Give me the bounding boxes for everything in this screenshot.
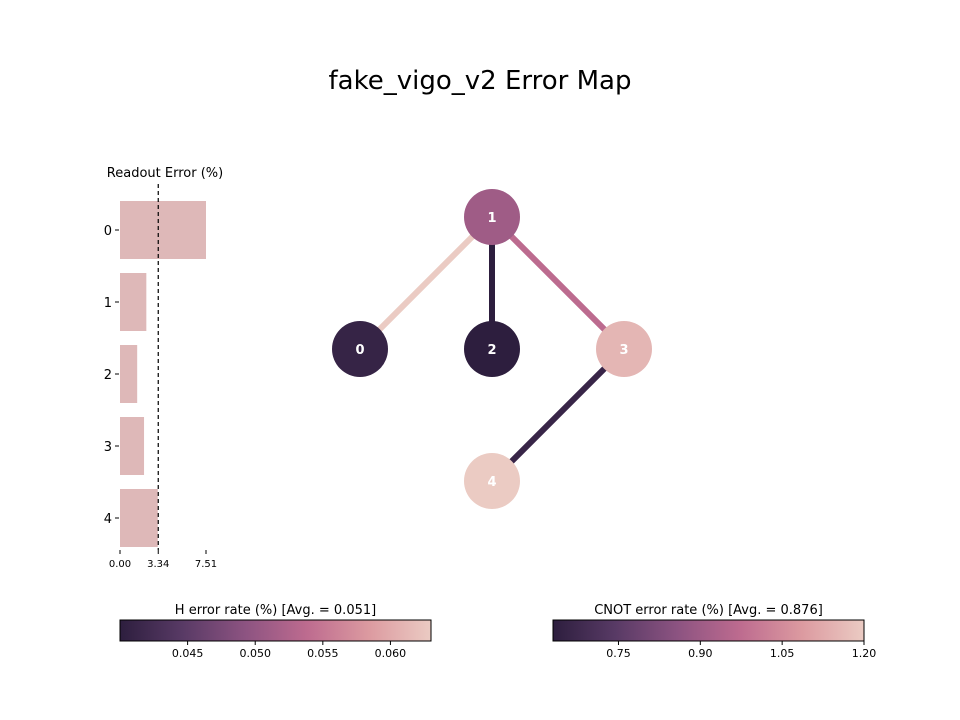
qubit-label: 4 <box>487 475 496 490</box>
y-tick-label: 2 <box>104 368 112 383</box>
readout-bar <box>120 489 158 547</box>
qubit-label: 3 <box>619 343 628 358</box>
coupling-edge-1-0 <box>357 214 495 352</box>
h-error-colorbar-tick-label: 0.045 <box>172 647 204 660</box>
y-tick-label: 1 <box>104 296 112 311</box>
coupling-edge-3-4 <box>489 346 627 484</box>
cnot-error-colorbar-tick-label: 0.75 <box>606 647 631 660</box>
h-error-colorbar-tick-label: 0.055 <box>307 647 339 660</box>
qubit-node-2 <box>464 321 520 377</box>
qubit-label: 0 <box>355 343 364 358</box>
cnot-error-colorbar-label: CNOT error rate (%) [Avg. = 0.876] <box>594 603 823 618</box>
cnot-error-colorbar: CNOT error rate (%) [Avg. = 0.876] 0.75 0.… <box>552 603 877 660</box>
x-tick-label: 3.34 <box>147 559 169 570</box>
x-tick-label: 0.00 <box>109 559 131 570</box>
y-tick-label: 3 <box>104 440 112 455</box>
cnot-error-colorbar-gradient <box>552 619 865 642</box>
x-tick-label: 7.51 <box>195 559 217 570</box>
qubit-graph: 0 1 2 3 4 <box>332 189 652 509</box>
figure-title: fake_vigo_v2 Error Map <box>328 66 632 96</box>
qubit-node-4 <box>464 453 520 509</box>
readout-bar <box>120 417 145 475</box>
cnot-error-colorbar-tick-label: 0.90 <box>688 647 713 660</box>
h-error-colorbar-tick-label: 0.060 <box>375 647 407 660</box>
cnot-error-colorbar-tick-label: 1.05 <box>770 647 795 660</box>
h-error-colorbar: H error rate (%) [Avg. = 0.051] 0.045 0.05… <box>119 603 432 660</box>
qubit-node-0 <box>332 321 388 377</box>
coupling-edge-1-3 <box>489 214 627 352</box>
readout-chart-title: Readout Error (%) <box>107 166 223 181</box>
h-error-colorbar-tick-label: 0.050 <box>239 647 271 660</box>
readout-bar <box>120 273 147 331</box>
y-tick-label: 0 <box>104 224 112 239</box>
readout-bar <box>120 345 138 403</box>
qubit-label: 1 <box>487 211 496 226</box>
cnot-error-colorbar-tick-label: 1.20 <box>852 647 877 660</box>
y-tick-label: 4 <box>104 512 112 527</box>
h-error-colorbar-gradient <box>119 619 432 642</box>
readout-error-chart: Readout Error (%) 0 1 2 3 4 0.00 3.34 7.51 <box>104 166 223 570</box>
qubit-node-3 <box>596 321 652 377</box>
readout-bar <box>120 201 206 259</box>
qubit-label: 2 <box>487 343 496 358</box>
qubit-node-1 <box>464 189 520 245</box>
h-error-colorbar-label: H error rate (%) [Avg. = 0.051] <box>175 603 376 618</box>
